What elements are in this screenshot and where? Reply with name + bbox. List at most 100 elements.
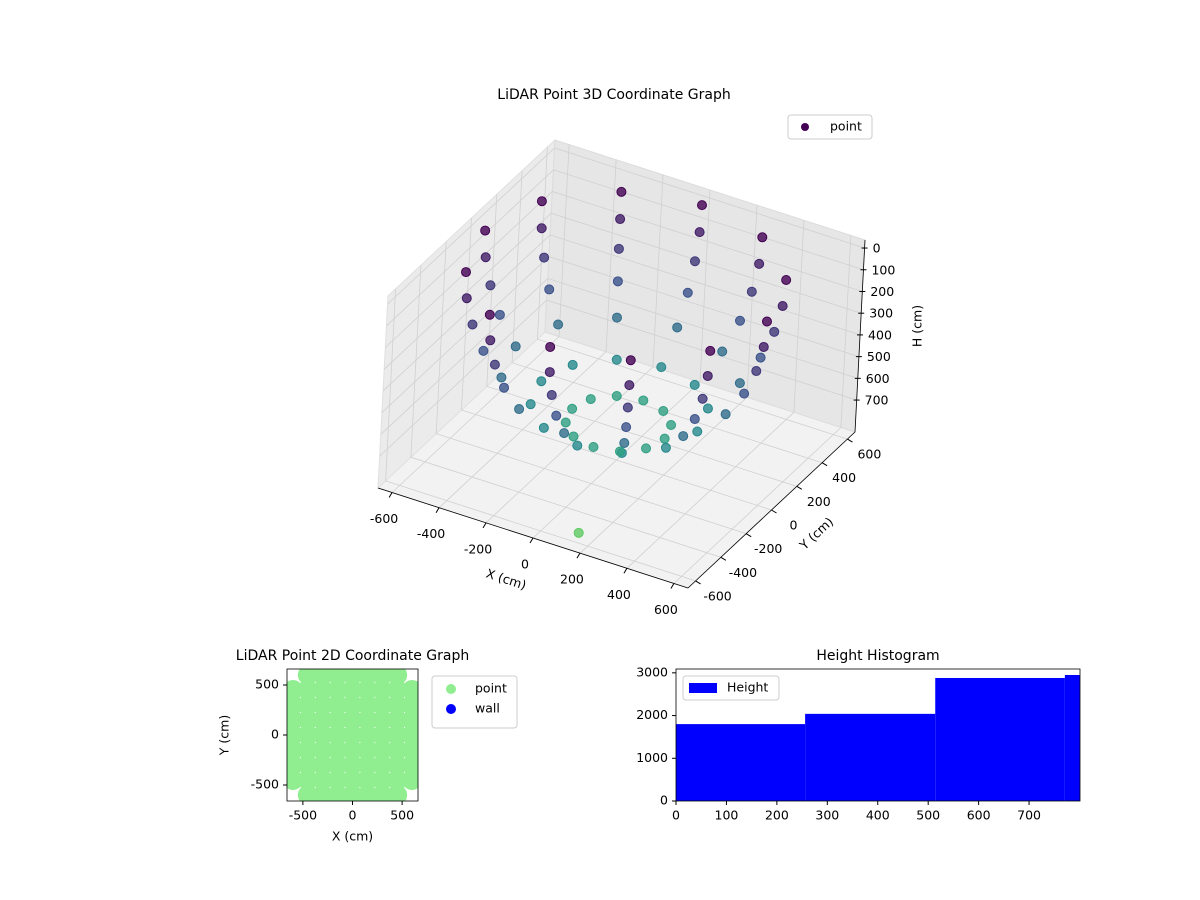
point (461, 293, 472, 304)
x-tick-label: 400 (866, 808, 890, 823)
point (327, 740, 348, 760)
y-tick-label: 0 (660, 793, 668, 808)
point (489, 359, 500, 370)
x-tick-label: -200 (464, 541, 492, 556)
point (514, 404, 525, 415)
legend-label: wall (475, 701, 500, 716)
y-tick (796, 485, 803, 490)
x-tick (435, 507, 440, 513)
bar (935, 677, 1065, 801)
y-tick-label: 0 (271, 727, 279, 742)
x-axis-label: X (cm) (332, 829, 373, 844)
y-tick-label: -400 (729, 565, 757, 580)
point (372, 740, 393, 760)
y-tick (847, 438, 853, 443)
point (568, 431, 579, 442)
x-tick (576, 552, 581, 559)
point (499, 382, 510, 393)
point (612, 312, 623, 323)
grid-line (385, 191, 863, 348)
x-tick-label: 0 (672, 808, 680, 823)
point (536, 223, 547, 234)
point (678, 431, 689, 442)
point (372, 710, 393, 730)
grid-line (438, 159, 617, 508)
point (287, 680, 303, 700)
axis-line (854, 239, 866, 433)
point (297, 725, 318, 745)
point (402, 725, 418, 745)
point (613, 243, 624, 254)
point (735, 315, 746, 326)
point (616, 186, 627, 197)
point (621, 422, 632, 433)
point (287, 770, 303, 790)
point (297, 710, 318, 730)
x-tick-label: 700 (1017, 808, 1041, 823)
point (619, 437, 630, 448)
point (387, 680, 408, 700)
point (553, 319, 564, 330)
point (387, 755, 408, 775)
point (297, 770, 318, 790)
point (461, 267, 472, 278)
point (494, 309, 505, 320)
z-tick-label: 200 (870, 284, 894, 299)
point (689, 256, 700, 267)
point (287, 725, 303, 745)
point (287, 695, 303, 715)
legend-box (787, 114, 873, 140)
point (402, 770, 418, 790)
point (696, 200, 707, 211)
point (480, 225, 491, 236)
point (485, 280, 496, 291)
point (312, 770, 333, 790)
point (611, 354, 622, 365)
grid-line (385, 288, 696, 582)
legend-marker (801, 123, 809, 131)
point (560, 417, 571, 428)
y-tick (720, 556, 727, 561)
grid-line (387, 147, 865, 305)
x-tick (670, 583, 675, 589)
y-axis-label: Y (cm) (217, 715, 232, 756)
point (612, 276, 623, 287)
grid-line (391, 144, 570, 493)
point (656, 362, 667, 373)
point (611, 391, 622, 402)
point (739, 388, 750, 399)
point (545, 341, 556, 352)
z-tick-label: 0 (873, 241, 881, 256)
point (485, 335, 496, 346)
grid-line (380, 277, 858, 435)
point (525, 399, 536, 410)
z-tick-label: 400 (868, 327, 892, 342)
point (538, 422, 549, 433)
grid-line (485, 174, 664, 524)
bar (1064, 674, 1080, 801)
legend-marker (446, 704, 456, 714)
point (624, 380, 635, 391)
point (357, 695, 378, 715)
point (751, 366, 762, 377)
x-tick-label: -400 (417, 526, 445, 541)
point (402, 710, 418, 730)
point (697, 393, 708, 404)
y-tick-label: 1000 (636, 750, 668, 765)
point (615, 446, 626, 457)
z-tick-label: 100 (871, 262, 895, 277)
x-tick-label: 200 (560, 572, 584, 587)
point (720, 409, 731, 420)
point (641, 443, 652, 454)
point (689, 414, 700, 425)
x-tick-label: 100 (715, 808, 739, 823)
z-axis-label: H (cm) (910, 305, 925, 347)
point (402, 695, 418, 715)
point (357, 725, 378, 745)
point (660, 442, 671, 453)
point (342, 680, 363, 700)
z-tick-label: 700 (865, 393, 889, 408)
legend-marker (689, 683, 717, 693)
point (757, 232, 768, 243)
x-tick-label: 500 (916, 808, 940, 823)
